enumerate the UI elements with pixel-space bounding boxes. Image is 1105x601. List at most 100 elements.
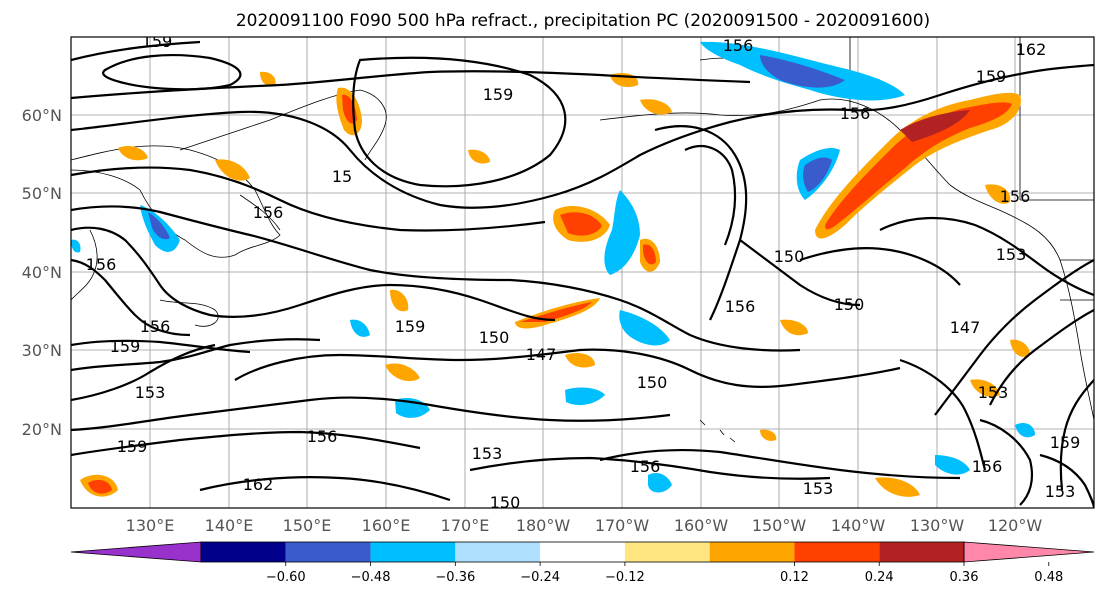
neg-patch [604,190,640,275]
contour-label: 159 [1050,433,1081,452]
lat-label: 30°N [22,341,62,360]
neg-patch [803,157,832,192]
lon-label: 160°W [674,516,729,535]
lon-labels: 130°E 140°E 150°E 160°E 170°E 180°W 170°… [126,516,1043,535]
negative-precip-patches [71,41,1035,493]
contour-label: 156 [972,457,1003,476]
lon-label: 150°W [752,516,807,535]
contour-label: 162 [243,475,274,494]
colorbar-swatch [201,542,286,562]
contour-label: 159 [142,32,173,51]
map-panel [71,37,1094,508]
contour-label: 156 [140,317,171,336]
lon-label: 130°E [126,516,175,535]
neg-patch [619,310,670,346]
neg-patch [760,55,845,88]
colorbar-tick-label: −0.12 [605,570,645,585]
pos-patch [900,110,970,142]
lat-label: 60°N [22,106,62,125]
contour-label: 156 [307,427,338,446]
contour-label: 156 [840,104,871,123]
pos-patch [560,212,602,236]
pos-patch [643,244,656,265]
colorbar-tick-label: 0.36 [950,570,979,585]
contour-label-group: 159 156 162 159 159 156 15 156 156 156 1… [86,32,1081,512]
colorbar-extend-low [70,541,202,563]
pos-patch [215,159,250,181]
colorbar-extend-high [963,541,1095,563]
contour-label: 159 [110,337,141,356]
lon-label: 120°W [988,516,1043,535]
pos-patch [970,379,1000,397]
colorbar-tick-label: 0.12 [780,570,809,585]
pos-patch [815,92,1021,239]
colorbar-swatch [879,542,964,562]
contour-label: 15 [332,167,352,186]
positive-precip-patches [80,71,1030,497]
colorbar-outline [200,541,965,563]
lat-label: 20°N [22,420,62,439]
colorbar-tick-label: −0.60 [266,570,306,585]
contour-label: 156 [253,203,284,222]
colorbar-tick-label: −0.48 [351,570,391,585]
pos-patch [780,319,808,336]
lon-label: 140°W [831,516,886,535]
colorbar: −0.60 −0.48 −0.36 −0.24 −0.12 0.12 0.24 0.36 0.4… [70,541,1095,585]
contour-label: 153 [996,245,1027,264]
contour-label: 162 [1016,40,1047,59]
pos-patch [985,184,1011,204]
contour-label: 153 [803,479,834,498]
colorbar-swatch [455,542,541,562]
colorbar-swatch [285,542,371,562]
pos-patch [760,429,777,441]
colorbar-tick-label: −0.36 [435,570,475,585]
contour-label: 156 [1000,187,1031,206]
pos-patch [875,477,920,497]
lat-labels: 60°N 50°N 40°N 30°N 20°N [22,106,62,439]
pos-patch [118,146,148,161]
lon-label: 150°E [283,516,332,535]
lon-label: 130°W [910,516,965,535]
pos-patch [385,363,420,382]
contour-label: 150 [479,328,510,347]
contour-label: 150 [834,295,865,314]
contour-label: 156 [723,36,754,55]
contour-label: 159 [395,317,426,336]
lon-label: 140°E [205,516,254,535]
lon-label: 170°W [595,516,650,535]
lon-label: 170°E [441,516,490,535]
lat-label: 40°N [22,263,62,282]
contour-label: 153 [1045,482,1076,501]
colorbar-swatch [370,542,456,562]
contour-label: 159 [117,437,148,456]
contour-label: 153 [135,383,166,402]
contour-label: 159 [976,67,1007,86]
pos-patch [640,99,672,115]
neg-patch [648,473,672,493]
colorbar-swatch [709,542,795,562]
neg-patch [148,212,170,240]
neg-patch [1015,423,1035,438]
map-title: 2020091100 F090 500 hPa refract., precip… [236,11,930,31]
neg-patch [935,455,970,475]
contour-label: 153 [472,444,503,463]
pos-patch [565,353,595,368]
contour-label: 156 [725,297,756,316]
contour-label: 153 [978,383,1009,402]
pos-patch [1010,339,1030,357]
colorbar-swatch [794,542,880,562]
contour-label: 150 [774,247,805,266]
contour-label: 156 [630,457,661,476]
pos-patch [520,302,592,322]
contour-label: 159 [483,85,514,104]
pos-patch [88,479,112,494]
neg-patch [350,319,370,337]
neg-patch [71,239,81,253]
contour-label: 147 [526,345,557,364]
colorbar-swatch [624,542,710,562]
colorbar-swatch [540,542,625,562]
pos-patch [468,149,490,164]
contour-label: 150 [490,493,521,512]
contour-lines [71,40,1094,508]
